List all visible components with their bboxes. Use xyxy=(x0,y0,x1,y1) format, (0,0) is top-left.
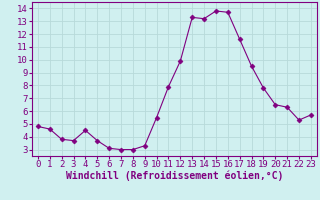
X-axis label: Windchill (Refroidissement éolien,°C): Windchill (Refroidissement éolien,°C) xyxy=(66,171,283,181)
